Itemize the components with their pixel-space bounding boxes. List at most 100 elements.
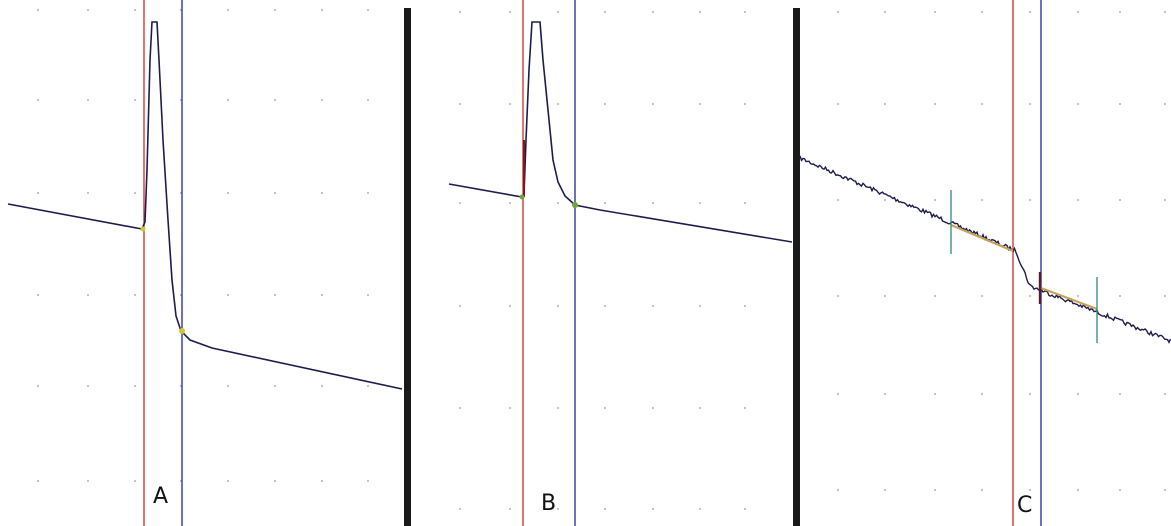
grid-dot: [274, 9, 276, 11]
grid-dot: [1029, 393, 1031, 395]
grid-dot: [1164, 393, 1166, 395]
panel-a-trace: [7, 21, 403, 390]
grid-dot: [699, 508, 701, 510]
grid-dot: [884, 103, 886, 105]
grid-dot: [699, 103, 701, 105]
grid-dot: [604, 11, 606, 13]
grid-dot: [557, 407, 559, 409]
grid-dot: [652, 103, 654, 105]
grid-dot: [884, 11, 886, 13]
grid-dot: [837, 295, 839, 297]
grid-dot: [1119, 489, 1121, 491]
grid-dot: [509, 103, 511, 105]
grid-dot: [744, 103, 746, 105]
grid-dot: [884, 489, 886, 491]
grid-dot: [981, 393, 983, 395]
grid-dot: [652, 508, 654, 510]
grid-dot: [321, 480, 323, 482]
grid-dot: [227, 480, 229, 482]
panel-b-event-marker-start[interactable]: [519, 194, 525, 200]
grid-dot: [557, 202, 559, 204]
grid-dot: [321, 192, 323, 194]
grid-dot: [274, 480, 276, 482]
grid-dot: [1119, 295, 1121, 297]
grid-dot: [744, 407, 746, 409]
grid-dot: [227, 9, 229, 11]
grid-dot: [884, 295, 886, 297]
grid-dot: [134, 9, 136, 11]
grid-dot: [837, 103, 839, 105]
grid-dot: [884, 393, 886, 395]
grid-dot: [1164, 489, 1166, 491]
grid-dot: [227, 385, 229, 387]
grid-dot: [837, 489, 839, 491]
panel-a-event-marker-start[interactable]: [140, 226, 146, 232]
grid-dot: [509, 508, 511, 510]
grid-dot: [744, 202, 746, 204]
grid-dot: [981, 295, 983, 297]
grid-dot: [459, 202, 461, 204]
grid-dot: [557, 305, 559, 307]
grid-dot: [1164, 199, 1166, 201]
grid-dot: [321, 385, 323, 387]
grid-dot: [1119, 103, 1121, 105]
grid-dot: [321, 99, 323, 101]
grid-dot: [87, 192, 89, 194]
grid-dot: [934, 199, 936, 201]
grid-dot: [367, 9, 369, 11]
grid-dot: [134, 294, 136, 296]
grid-dot: [1029, 11, 1031, 13]
grid-dot: [367, 192, 369, 194]
grid-dot: [274, 99, 276, 101]
grid-dot: [1077, 393, 1079, 395]
grid-dot: [509, 407, 511, 409]
grid-dot: [1119, 11, 1121, 13]
panel-c-fit-segment-left: [950, 223, 1014, 253]
panel-divider: [793, 8, 800, 526]
grid-dot: [652, 202, 654, 204]
grid-dot: [699, 11, 701, 13]
panel-a: A: [7, 0, 403, 526]
grid-dot: [1077, 295, 1079, 297]
grid-dot: [1164, 103, 1166, 105]
panel-a-event-marker-end[interactable]: [179, 328, 185, 334]
grid-dots: [37, 9, 1166, 510]
grid-dot: [981, 11, 983, 13]
grid-dot: [934, 295, 936, 297]
grid-dot: [652, 407, 654, 409]
grid-dot: [367, 480, 369, 482]
grid-dot: [274, 192, 276, 194]
grid-dot: [837, 199, 839, 201]
grid-dot: [87, 480, 89, 482]
grid-dot: [837, 11, 839, 13]
grid-dot: [981, 103, 983, 105]
grid-dot: [1029, 199, 1031, 201]
grid-dot: [557, 11, 559, 13]
panel-c: C: [799, 0, 1171, 526]
grid-dot: [934, 393, 936, 395]
grid-dot: [37, 480, 39, 482]
grid-dot: [367, 385, 369, 387]
grid-dot: [604, 508, 606, 510]
grid-dot: [37, 9, 39, 11]
grid-dot: [1029, 489, 1031, 491]
grid-dot: [367, 99, 369, 101]
grid-dot: [1164, 295, 1166, 297]
grid-dot: [87, 99, 89, 101]
grid-dot: [37, 294, 39, 296]
grid-dot: [227, 192, 229, 194]
grid-dot: [37, 99, 39, 101]
grid-dot: [367, 294, 369, 296]
grid-dot: [459, 11, 461, 13]
grid-dot: [227, 294, 229, 296]
grid-dot: [557, 508, 559, 510]
panel-b-event-marker-end[interactable]: [572, 202, 578, 208]
grid-dot: [134, 99, 136, 101]
grid-dot: [934, 11, 936, 13]
grid-dot: [1077, 489, 1079, 491]
grid-dot: [1077, 199, 1079, 201]
grid-dot: [699, 202, 701, 204]
grid-dot: [87, 294, 89, 296]
